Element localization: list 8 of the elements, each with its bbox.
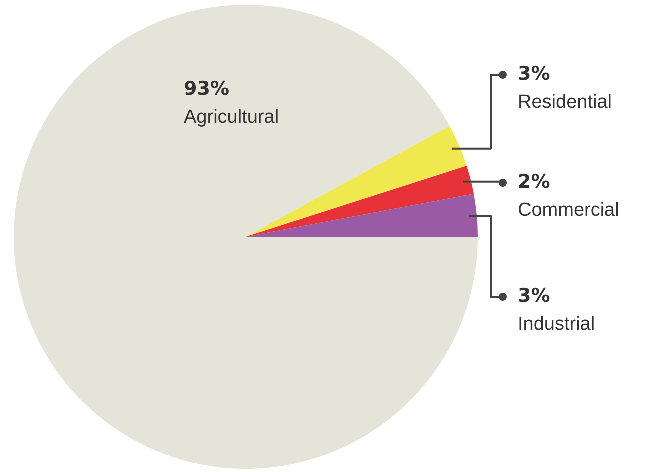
slice-label: Commercial (518, 200, 620, 222)
slice-label: Residential (518, 92, 612, 114)
data-label: 3% (518, 284, 550, 307)
data-label: 3% (518, 62, 550, 85)
data-label: 2% (518, 170, 550, 193)
data-label: 93% (184, 78, 230, 100)
slice-label: Industrial (518, 314, 596, 336)
slice-label: Agricultural (184, 107, 280, 128)
